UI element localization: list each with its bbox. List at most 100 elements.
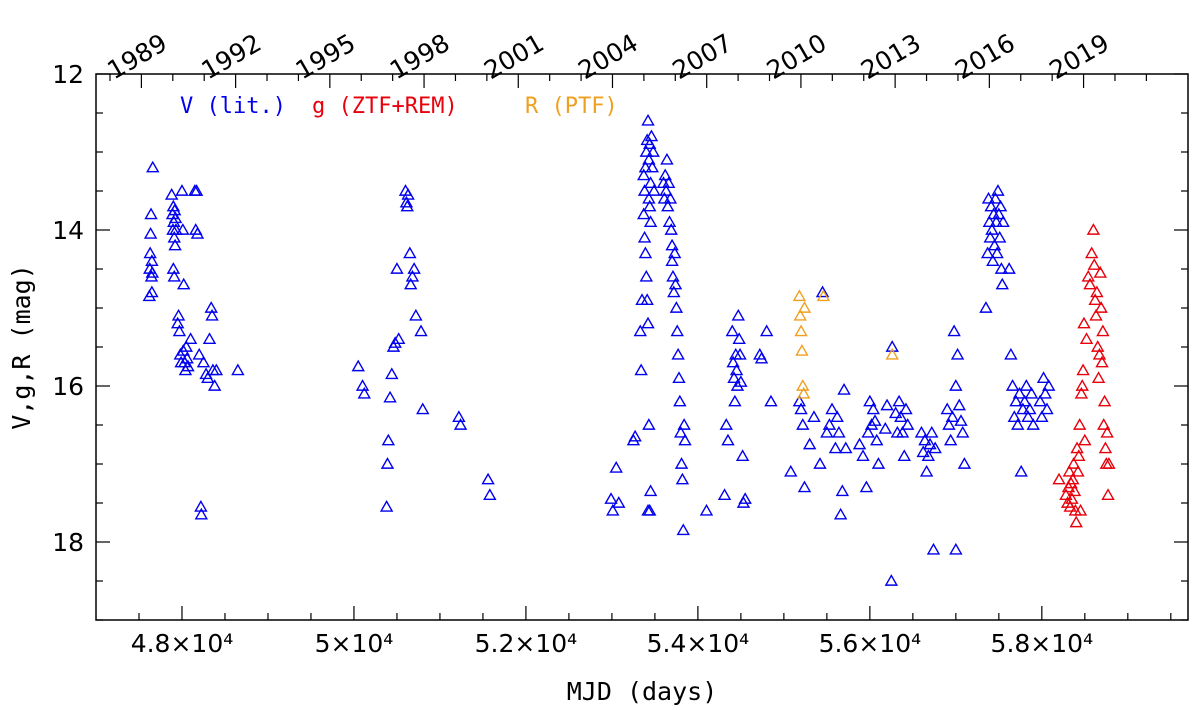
data-point-series-0 [1036, 371, 1051, 384]
data-point-series-0 [643, 199, 657, 212]
data-point-series-1 [1079, 332, 1094, 345]
data-point-series-0 [1009, 394, 1023, 407]
data-point-series-0 [870, 433, 884, 446]
data-point-series-0 [172, 324, 187, 337]
data-point-series-0 [453, 418, 468, 430]
data-point-series-0 [669, 301, 684, 313]
data-point-series-0 [385, 367, 399, 380]
data-point-series-0 [884, 574, 899, 586]
x-tick-label: 4.8×10⁴ [131, 629, 234, 658]
data-point-series-0 [641, 316, 655, 329]
data-point-series-1 [1066, 457, 1081, 469]
y-tick-label: 12 [52, 60, 84, 89]
data-point-series-1 [1071, 464, 1085, 477]
data-point-series-0 [207, 379, 222, 391]
data-point-series-1 [1081, 269, 1095, 282]
data-point-series-0 [1033, 394, 1047, 407]
data-point-series-0 [174, 355, 188, 368]
data-point-series-0 [201, 371, 215, 384]
data-point-series-0 [144, 207, 158, 220]
data-point-series-0 [728, 394, 742, 407]
data-point-series-0 [483, 488, 497, 501]
data-point-series-2 [793, 308, 807, 321]
legend: V (lit.) g (ZTF+REM) R (PTF) [180, 94, 618, 119]
data-point-series-1 [1092, 347, 1107, 360]
data-point-series-0 [357, 386, 371, 399]
data-point-series-0 [452, 410, 466, 423]
data-point-series-0 [992, 230, 1007, 243]
data-point-series-0 [175, 184, 189, 196]
data-point-series-0 [943, 433, 958, 446]
data-point-series-0 [676, 523, 690, 536]
data-point-series-0 [807, 410, 821, 423]
data-point-series-0 [662, 215, 677, 228]
data-point-series-0 [168, 211, 183, 224]
top-year-label: 2001 [479, 28, 549, 85]
data-point-series-0 [1038, 386, 1052, 399]
data-point-series-0 [144, 269, 159, 282]
data-point-series-0 [738, 492, 752, 504]
data-point-series-0 [673, 425, 688, 438]
data-point-series-0 [647, 184, 661, 196]
data-point-series-0 [985, 223, 999, 235]
data-point-series-0 [1021, 410, 1035, 423]
data-point-series-2 [797, 301, 812, 313]
data-point-series-1 [1095, 355, 1109, 368]
data-point-series-0 [202, 332, 217, 345]
data-point-series-0 [379, 499, 394, 512]
data-point-series-0 [416, 402, 430, 415]
data-point-series-0 [730, 379, 745, 391]
data-point-series-0 [830, 410, 844, 423]
data-point-series-0 [675, 472, 690, 485]
data-point-series-0 [923, 437, 937, 450]
data-point-series-0 [734, 375, 748, 387]
data-point-series-0 [899, 402, 913, 415]
data-point-series-0 [1024, 386, 1039, 399]
data-point-series-0 [949, 542, 963, 555]
data-point-series-0 [954, 414, 968, 426]
data-point-series-0 [638, 246, 653, 259]
data-point-series-0 [726, 355, 740, 368]
data-point-series-0 [721, 433, 735, 446]
data-point-series-1 [1062, 464, 1077, 477]
data-point-series-0 [209, 363, 224, 376]
data-point-series-0 [168, 238, 182, 251]
data-point-series-0 [794, 402, 808, 415]
data-point-series-0 [639, 269, 654, 282]
data-point-series-0 [1002, 262, 1016, 274]
data-point-series-0 [381, 433, 396, 446]
data-point-series-0 [945, 410, 960, 423]
x-axis-label: MJD (days) [567, 677, 718, 706]
y-axis-label: V,g,R (mag) [7, 264, 36, 430]
data-point-series-0 [643, 503, 657, 516]
data-point-series-0 [642, 418, 656, 430]
data-point-series-1 [1069, 515, 1083, 528]
data-point-series-0 [942, 418, 956, 430]
data-point-series-2 [792, 289, 807, 302]
data-point-series-0 [921, 449, 936, 462]
top-year-label: 1989 [102, 28, 172, 85]
data-point-series-0 [918, 433, 932, 446]
data-point-series-0 [802, 437, 817, 450]
top-year-label: 2016 [950, 28, 1020, 85]
data-point-series-2 [796, 386, 811, 399]
data-point-series-0 [176, 223, 190, 235]
data-point-series-1 [1052, 472, 1066, 485]
data-point-series-0 [646, 145, 660, 157]
data-point-series-0 [673, 394, 687, 407]
data-point-series-0 [894, 410, 908, 423]
data-point-series-0 [355, 379, 370, 391]
data-point-series-1 [1067, 484, 1082, 497]
data-point-series-0 [994, 262, 1009, 274]
data-point-series-0 [665, 238, 679, 251]
legend-entry-v-lit: V (lit.) [180, 94, 286, 119]
data-point-series-1 [1091, 371, 1106, 384]
data-point-series-1 [1090, 285, 1104, 298]
data-point-series-0 [401, 187, 415, 200]
y-tick-label: 16 [52, 372, 84, 401]
data-point-series-0 [987, 238, 1002, 251]
data-point-series-0 [637, 230, 652, 243]
data-point-series-1 [1066, 472, 1080, 485]
y-tick-label: 18 [52, 528, 84, 557]
top-year-label: 1995 [291, 28, 361, 85]
